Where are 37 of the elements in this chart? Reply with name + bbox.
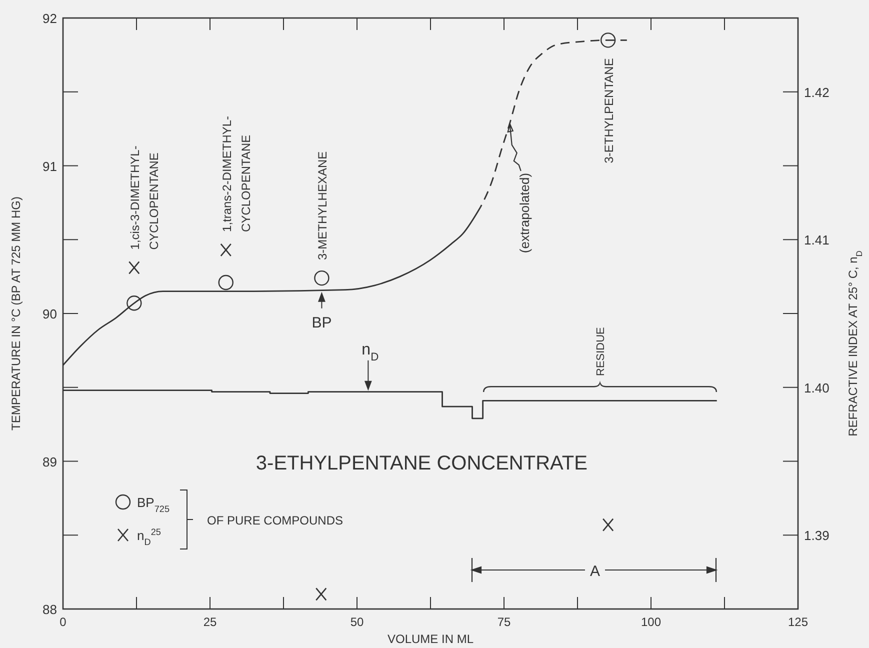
point [314,270,330,286]
annotation: 3-ETHYLPENTANE CONCENTRATE [256,452,588,474]
y2-tick-label: 1.40 [804,380,830,396]
annotation: BP [312,314,332,332]
y-axis-title: TEMPERATURE IN °C (BP AT 725 MM HG) [9,196,23,430]
annotation: A [590,563,600,580]
point [602,518,614,532]
point [220,243,232,257]
y2-tick-label: 1.39 [804,528,830,544]
x-tick-label: 25 [203,615,217,629]
x-tick-label: 125 [788,615,808,629]
y-tick-label: 90 [42,306,57,322]
x-tick-label: 75 [497,615,511,629]
point [126,296,142,311]
y-tick-label: 92 [42,11,57,26]
annotation: n$_{D}$ [362,341,379,364]
annotation: 1,cis-3-DIMETHYL- CYCLOPENTANE [128,146,162,250]
point [128,261,140,274]
point [218,274,234,290]
y-tick-label: 88 [42,602,57,617]
annotation: RESIDUE [595,327,607,376]
y2-tick-label: 1.41 [804,232,830,248]
point [315,588,327,601]
y2-tick-label: 1.42 [804,84,830,100]
x-tick-label: 50 [350,615,364,629]
x-tick-label: 0 [60,615,67,629]
x-axis-title: VOLUME IN ML [387,632,474,646]
x-tick-label: 100 [640,615,662,629]
y-tick-label: 89 [42,454,57,470]
annotation: 3-METHYLHEXANE [316,151,330,260]
y-tick-label: 91 [42,158,57,174]
annotation: 1,trans-2-DIMETHYL- CYCLOPENTANE [220,116,253,232]
annotation: (extrapolated) [516,172,532,254]
point [600,32,616,48]
legend-title: OF PURE COMPOUNDS [207,514,344,528]
annotation: 3-ETHYLPENTANE [602,58,616,164]
legend-label: BP$_{725}$ [137,495,170,514]
